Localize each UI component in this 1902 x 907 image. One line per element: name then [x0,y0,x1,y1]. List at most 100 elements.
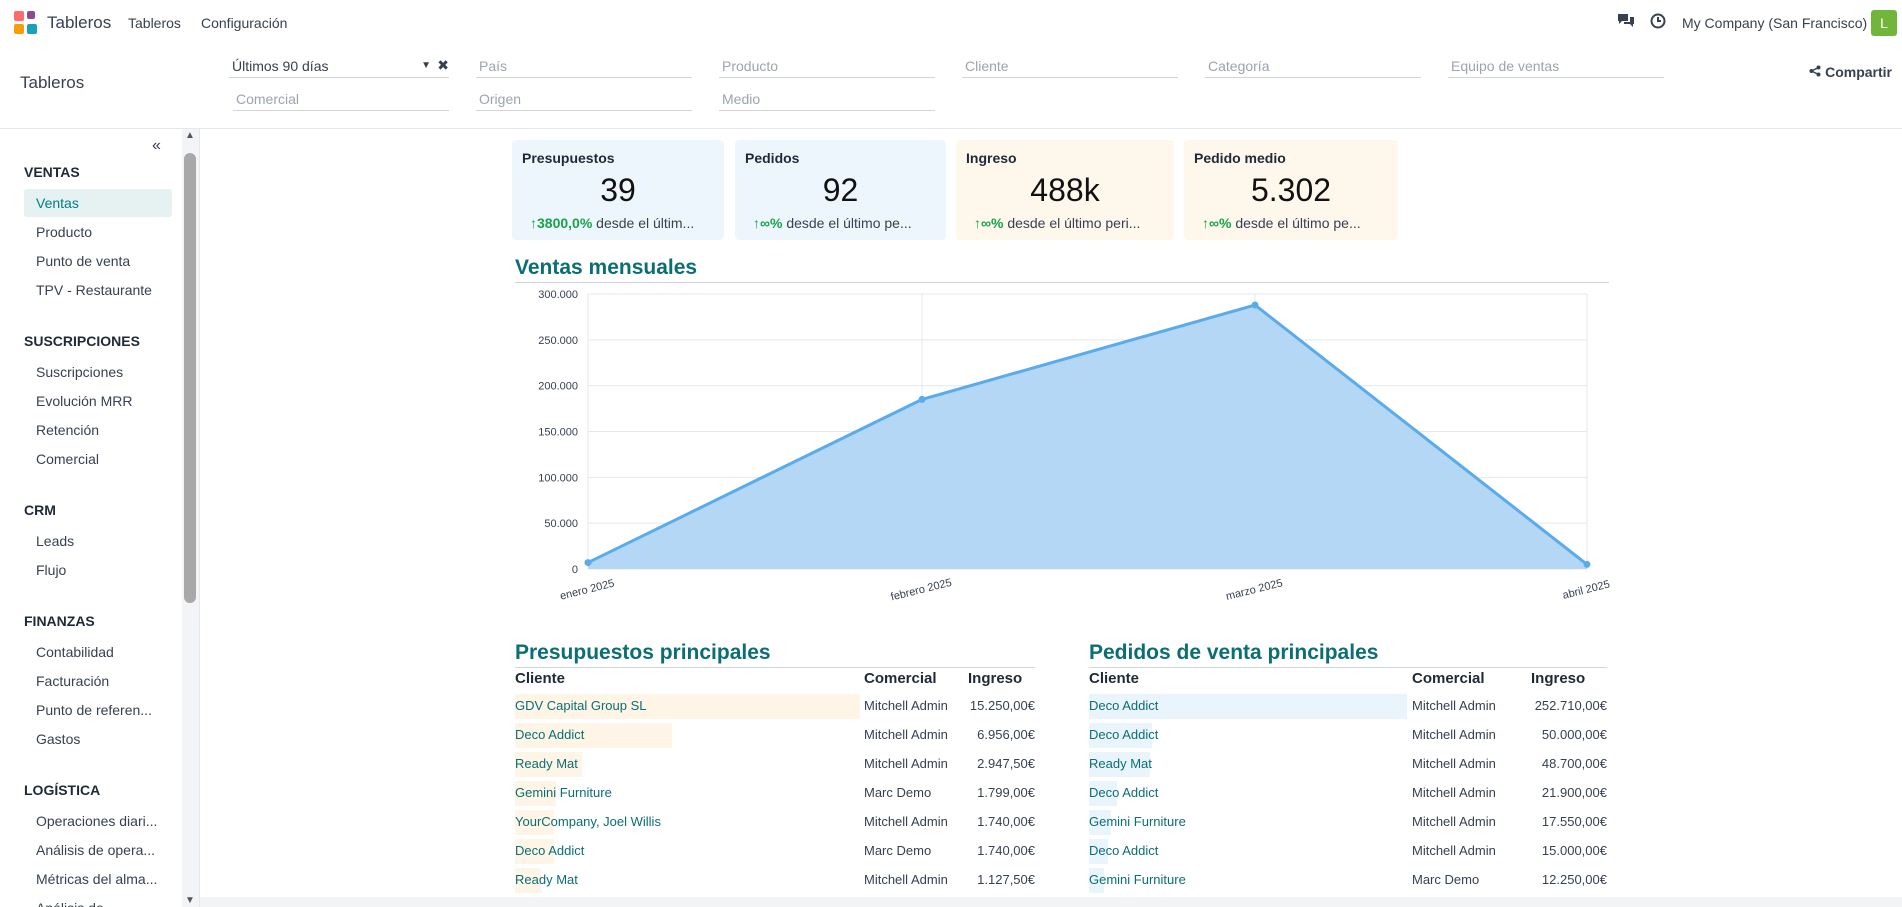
cell-client[interactable]: Deco Addict [1089,843,1159,858]
cell-client[interactable]: Deco Addict [1089,698,1159,713]
menu-configuracion[interactable]: Configuración [201,15,288,31]
table-row[interactable]: Gemini Furniture Marc Demo 12.250,00€ [1089,866,1607,895]
sidebar-item-operaciones-diarias[interactable]: Operaciones diari... [36,813,158,829]
sidebar-item-gastos[interactable]: Gastos [36,731,81,747]
share-label: Compartir [1825,64,1892,80]
kpi-trend-value: ∞% [1209,215,1232,231]
page-title: Tableros [20,73,85,92]
kpi-title: Pedidos [745,150,800,166]
filter-source[interactable]: Origen [476,89,692,111]
cell-client[interactable]: Ready Mat [515,756,578,771]
cell-salesperson: Marc Demo [864,843,932,858]
filter-medium[interactable]: Medio [719,89,935,111]
table-row[interactable]: Deco Addict Mitchell Admin 21.900,00€ [1089,779,1607,808]
filter-product[interactable]: Producto [719,56,935,78]
cell-client[interactable]: Deco Addict [515,727,585,742]
kpi-card-pedidos[interactable]: Pedidos 92 ↑∞% desde el último pe... [735,140,946,240]
column-header-client[interactable]: Cliente [1089,670,1140,687]
sidebar-item-facturacion[interactable]: Facturación [36,673,110,689]
sidebar-item-comercial[interactable]: Comercial [36,451,100,467]
horizontal-scrollbar[interactable] [200,897,1902,907]
scroll-down-icon[interactable]: ▼ [185,895,195,906]
app-brand[interactable]: Tableros [47,13,112,32]
filter-sales-team[interactable]: Equipo de ventas [1448,56,1664,78]
cell-revenue: 15.250,00€ [969,698,1035,713]
sidebar-item-contabilidad[interactable]: Contabilidad [36,644,114,660]
table-row[interactable]: Deco Addict Mitchell Admin 50.000,00€ [1089,721,1607,750]
sidebar-item-producto[interactable]: Producto [36,224,93,240]
column-header-revenue[interactable]: Ingreso [1531,670,1586,687]
revenue-bar [515,810,555,835]
revenue-bar [1089,810,1112,835]
column-header-salesperson[interactable]: Comercial [864,670,937,687]
user-avatar[interactable]: L [1871,10,1897,36]
table-row[interactable]: Deco Addict Mitchell Admin 6.956,00€ [515,721,1035,750]
area-fill [588,305,1587,569]
sidebar-scroll-thumb[interactable] [184,153,196,603]
chat-icon[interactable] [1617,12,1635,31]
table-row[interactable]: YourCompany, Joel Willis Mitchell Admin 1.… [515,808,1035,837]
cell-salesperson: Mitchell Admin [1412,698,1496,713]
cell-client[interactable]: Gemini Furniture [515,785,612,800]
sidebar-item-tpv-restaurante[interactable]: TPV - Restaurante [36,282,152,298]
sidebar-item-retencion[interactable]: Retención [36,422,100,438]
table-row[interactable]: Deco Addict Marc Demo 1.740,00€ [515,837,1035,866]
cell-client[interactable]: Ready Mat [515,872,578,887]
column-header-client[interactable]: Cliente [515,670,566,687]
sidebar-item-analisis-operaciones[interactable]: Análisis de opera... [36,842,156,858]
filter-salesperson[interactable]: Comercial [233,89,449,111]
sidebar-item-punto-de-venta[interactable]: Punto de venta [36,253,131,269]
filter-country[interactable]: País [476,56,692,78]
sidebar-item-suscripciones[interactable]: Suscripciones [36,364,124,380]
data-point [1583,560,1591,568]
filter-customer[interactable]: Cliente [962,56,1178,78]
cell-client[interactable]: YourCompany, Joel Willis [515,814,661,829]
table-row[interactable]: Ready Mat Mitchell Admin 2.947,50€ [515,750,1035,779]
share-button[interactable]: Compartir [1809,64,1892,80]
table-row[interactable]: Gemini Furniture Mitchell Admin 17.550,00€ [1089,808,1607,837]
monthly-sales-chart[interactable]: 0 50.000 100.000 150.000 200.000 250.000 300.0… [520,285,1610,625]
table-row[interactable]: Deco Addict Mitchell Admin 252.710,00€ [1089,692,1607,721]
cell-client[interactable]: Deco Addict [1089,785,1159,800]
table-row[interactable]: Deco Addict Mitchell Admin 15.000,00€ [1089,837,1607,866]
cell-client[interactable]: Deco Addict [1089,727,1159,742]
sidebar-item-analisis[interactable]: Análisis de... [24,894,172,907]
sidebar-item-evolucion-mrr[interactable]: Evolución MRR [36,393,133,409]
table-row[interactable]: Ready Mat Mitchell Admin 1.127,50€ [515,866,1035,895]
collapse-sidebar-icon[interactable]: « [152,137,161,154]
kpi-card-pedido-medio[interactable]: Pedido medio 5.302 ↑∞% desde el último p… [1184,140,1398,240]
cell-salesperson: Mitchell Admin [1412,814,1496,829]
table-row[interactable]: Ready Mat Mitchell Admin 48.700,00€ [1089,750,1607,779]
table-row[interactable]: Gemini Furniture Marc Demo 1.799,00€ [515,779,1035,808]
menu-tableros[interactable]: Tableros [128,15,181,31]
clear-icon[interactable]: ✖ [437,57,449,73]
sidebar-item-flujo[interactable]: Flujo [36,562,67,578]
caret-down-icon[interactable]: ▼ [421,60,431,71]
arrow-up-icon: ↑ [974,215,981,231]
company-switcher[interactable]: My Company (San Francisco) [1682,15,1868,31]
arrow-up-icon: ↑ [530,215,537,231]
column-header-salesperson[interactable]: Comercial [1412,670,1485,687]
column-header-revenue[interactable]: Ingreso [968,670,1023,687]
date-filter[interactable]: Últimos 90 días ▼ ✖ [229,56,449,78]
cell-client[interactable]: GDV Capital Group SL [515,698,647,713]
sidebar-item-punto-de-referencia[interactable]: Punto de referen... [36,702,152,718]
y-tick-label: 300.000 [538,289,578,301]
sidebar-item-leads[interactable]: Leads [36,533,75,549]
table-row[interactable]: GDV Capital Group SL Mitchell Admin 15.250… [515,692,1035,721]
scroll-up-icon[interactable]: ▲ [185,130,195,141]
cell-salesperson: Marc Demo [864,785,932,800]
filter-category[interactable]: Categoría [1205,56,1421,78]
date-filter-value: Últimos 90 días [232,58,329,74]
cell-client[interactable]: Ready Mat [1089,756,1152,771]
sidebar-item-metricas-almacen[interactable]: Métricas del alma... [36,871,158,887]
sidebar-item-ventas[interactable]: Ventas [24,189,172,217]
share-icon [1809,65,1821,77]
cell-client[interactable]: Gemini Furniture [1089,872,1186,887]
cell-client[interactable]: Deco Addict [515,843,585,858]
kpi-card-ingreso[interactable]: Ingreso 488k ↑∞% desde el último peri... [956,140,1174,240]
kpi-card-presupuestos[interactable]: Presupuestos 39 ↑3800,0% desde el últim.… [512,140,724,240]
cell-client[interactable]: Gemini Furniture [1089,814,1186,829]
activity-clock-icon[interactable] [1650,13,1666,32]
app-grid-icon[interactable] [14,11,38,35]
